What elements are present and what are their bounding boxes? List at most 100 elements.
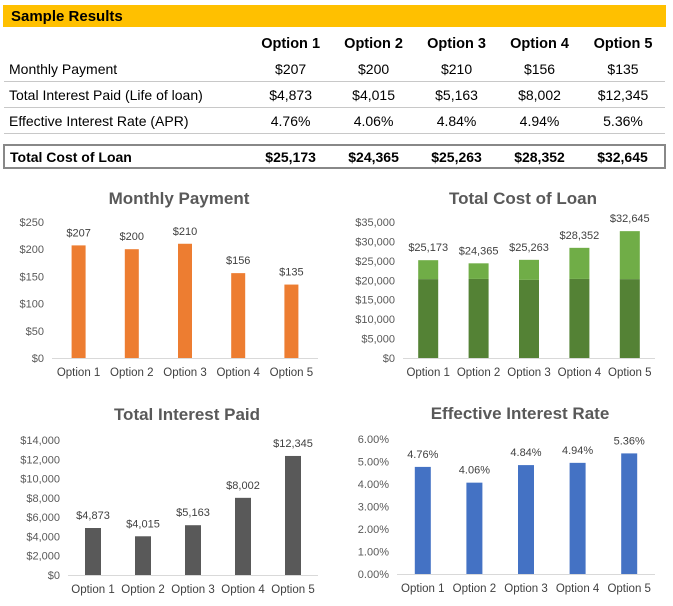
total-cell: $32,645	[581, 144, 666, 169]
bar	[85, 528, 101, 575]
y-tick-label: $35,000	[355, 217, 395, 229]
bar-segment	[619, 231, 640, 280]
chart-title: Effective Interest Rate	[431, 404, 610, 423]
data-label: $32,645	[610, 213, 650, 225]
data-label: $8,002	[226, 480, 260, 492]
y-tick-label: $250	[20, 217, 44, 229]
bar-segment	[418, 260, 439, 280]
row-label: Effective Interest Rate (APR)	[4, 107, 250, 134]
y-tick-label: 0.00%	[358, 569, 389, 581]
bar	[71, 245, 86, 358]
data-label: $156	[226, 255, 250, 267]
table-cell: 4.94%	[498, 107, 581, 134]
data-label: $28,352	[560, 230, 600, 242]
data-label: $135	[279, 267, 303, 279]
results-table: Option 1 Option 2 Option 3 Option 4 Opti…	[2, 31, 666, 169]
y-tick-label: $2,000	[26, 551, 60, 563]
x-tick-label: Option 5	[607, 583, 650, 595]
data-label: $24,365	[459, 245, 499, 257]
total-cost-chart: Total Cost of Loan $0 $5,000 $10,000 $15,000…	[355, 189, 655, 379]
header-option-5: Option 5	[593, 35, 653, 52]
y-tick-label: 3.00%	[358, 502, 389, 514]
chart-title: Monthly Payment	[109, 189, 250, 208]
x-tick-label: Option 3	[507, 367, 550, 379]
x-tick-label: Option 1	[406, 367, 449, 379]
table-cell: 4.84%	[415, 107, 499, 134]
total-label: Total Cost of Loan	[2, 144, 250, 169]
header-option-4: Option 4	[510, 35, 569, 52]
y-tick-label: $100	[20, 299, 44, 311]
table-cell: $4,873	[249, 81, 333, 108]
table-cell: $135	[581, 56, 665, 82]
bar	[569, 462, 586, 574]
bar	[284, 284, 299, 358]
data-label: 4.94%	[562, 445, 593, 457]
x-tick-label: Option 3	[504, 583, 547, 595]
y-tick-label: $30,000	[355, 236, 395, 248]
table-cell: 5.36%	[581, 107, 665, 134]
y-tick-label: $150	[20, 271, 44, 283]
table-cell: 4.06%	[332, 107, 416, 134]
bar	[185, 525, 201, 575]
table-cell: $8,002	[498, 81, 581, 108]
bar	[124, 249, 139, 358]
bar	[518, 465, 534, 574]
bar-segment	[519, 279, 539, 358]
bar	[414, 466, 431, 574]
data-label: $5,163	[176, 507, 210, 519]
data-label: $12,345	[273, 438, 313, 450]
row-label: Total Interest Paid (Life of loan)	[4, 81, 250, 108]
total-cell: $28,352	[498, 144, 581, 169]
total-cell: $25,263	[415, 144, 499, 169]
y-tick-label: $10,000	[355, 314, 395, 326]
y-tick-label: $10,000	[20, 474, 60, 486]
total-interest-chart: Total Interest Paid $0 $2,000 $4,000 $6,000 $…	[20, 405, 318, 596]
header-option-2: Option 2	[344, 35, 403, 52]
y-tick-label: $6,000	[26, 512, 60, 524]
data-label: $4,873	[76, 510, 110, 522]
y-tick-label: $25,000	[355, 256, 395, 268]
y-tick-label: 5.00%	[358, 457, 389, 469]
y-tick-label: $14,000	[20, 435, 60, 447]
table-spacer	[4, 134, 665, 146]
table-cell: $156	[498, 56, 581, 82]
bar-segment	[619, 279, 640, 358]
row-label: Monthly Payment	[4, 56, 250, 82]
data-label: 4.76%	[407, 449, 438, 461]
banner-title: Sample Results	[11, 8, 123, 25]
y-tick-label: $50	[26, 326, 44, 338]
bar-segment	[569, 278, 590, 358]
bar	[285, 455, 301, 575]
chart-title: Total Cost of Loan	[449, 189, 597, 208]
x-tick-label: Option 2	[457, 367, 500, 379]
bar	[231, 273, 246, 358]
x-tick-label: Option 4	[221, 584, 265, 596]
data-label: $4,015	[126, 518, 160, 530]
y-tick-label: $8,000	[26, 493, 60, 505]
y-tick-label: $0	[383, 353, 395, 365]
table-row: Monthly Payment $207 $200 $210 $156 $135	[4, 56, 665, 82]
x-tick-label: Option 4	[558, 367, 602, 379]
data-label: 5.36%	[614, 435, 645, 447]
y-tick-label: 4.00%	[358, 479, 389, 491]
table-cell: $200	[332, 56, 416, 82]
bar-segment	[468, 263, 489, 279]
table-row: Effective Interest Rate (APR) 4.76% 4.06…	[4, 107, 665, 134]
x-tick-label: Option 4	[216, 367, 260, 379]
bar-segment	[468, 278, 489, 358]
monthly-payment-chart: Monthly Payment $0 $50 $100 $150 $200 $250 $207…	[20, 189, 318, 379]
table-cell: $12,345	[581, 81, 665, 108]
bar-segment	[418, 279, 439, 358]
data-label: $25,263	[509, 242, 549, 254]
x-tick-label: Option 3	[171, 584, 214, 596]
x-tick-label: Option 1	[401, 583, 444, 595]
bar-segment	[569, 247, 590, 279]
header-corner	[4, 31, 249, 56]
interest-rate-chart: Effective Interest Rate 0.00% 1.00% 2.00% 3.…	[358, 404, 655, 595]
total-cell: $24,365	[332, 144, 416, 169]
data-label: $200	[120, 231, 144, 243]
x-tick-label: Option 2	[121, 584, 164, 596]
y-tick-label: $0	[48, 570, 60, 582]
x-tick-label: Option 5	[270, 367, 313, 379]
x-tick-label: Option 2	[453, 583, 496, 595]
